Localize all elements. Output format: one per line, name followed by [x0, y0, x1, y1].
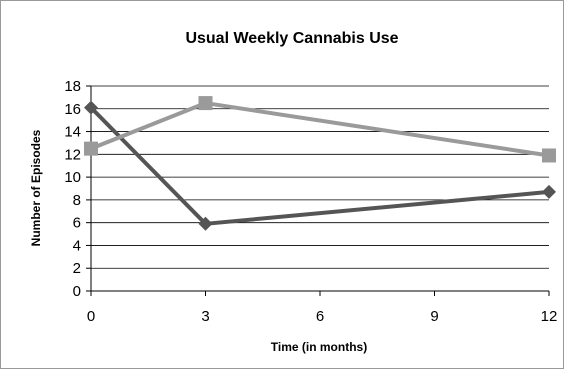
y-tick-label: 10	[64, 169, 81, 186]
gridlines	[91, 85, 549, 269]
y-tick-label: 18	[64, 78, 81, 95]
x-tick-label: 12	[541, 308, 558, 325]
y-tick-label: 12	[64, 146, 81, 163]
x-axis-label: Time (in months)	[271, 340, 367, 354]
y-tick-label: 4	[73, 237, 81, 254]
y-tick-label: 6	[73, 215, 81, 232]
axes	[86, 85, 550, 296]
y-tick-label: 8	[73, 192, 81, 209]
series-markers	[84, 96, 556, 231]
y-tick-labels: 0 2 4 6 8 10 12 14 16 18	[64, 78, 81, 300]
x-tick-label: 0	[87, 308, 95, 325]
y-tick-label: 14	[64, 124, 81, 141]
series-1-marker	[198, 216, 213, 231]
series-2-marker	[84, 141, 98, 156]
chart-title: Usual Weekly Cannabis Use	[185, 30, 398, 47]
x-tick-labels: 0 3 6 9 12	[87, 308, 558, 325]
y-tick-label: 2	[73, 260, 81, 277]
x-tick-label: 3	[201, 308, 209, 325]
y-tick-label: 16	[64, 101, 81, 118]
x-tick-label: 9	[430, 308, 438, 325]
x-tick-label: 6	[316, 308, 324, 325]
series-1-marker	[542, 184, 556, 199]
y-tick-label: 0	[73, 283, 81, 300]
series-1-marker	[84, 100, 98, 115]
series-2-marker	[198, 96, 213, 111]
series-2-marker	[542, 148, 556, 163]
y-axis-label: Number of Episodes	[29, 129, 43, 246]
